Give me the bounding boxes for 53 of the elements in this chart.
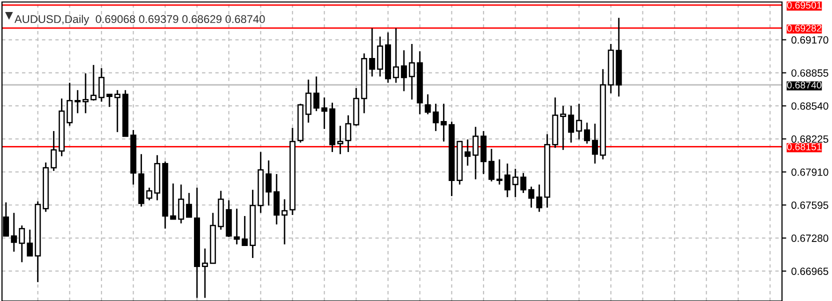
candlestick (202, 248, 208, 299)
candlestick (186, 192, 192, 218)
candlestick (408, 43, 415, 100)
candlestick (464, 138, 471, 166)
y-tick-label: 0.67595 (791, 202, 828, 209)
candlestick (321, 96, 328, 130)
text: AUDUSD,Daily 0.69068 0.69379 0.68629 0.68740 (14, 14, 265, 26)
candlestick (18, 224, 25, 263)
candlestick (369, 28, 376, 78)
candlestick (576, 103, 582, 140)
candlestick (392, 28, 399, 84)
candlestick (98, 67, 105, 102)
y-tick-label: 0.69170 (791, 36, 828, 44)
candlestick (82, 72, 89, 114)
candlestick (26, 228, 33, 257)
candlestick (584, 122, 590, 144)
candlestick (337, 125, 344, 155)
candlestick (592, 123, 598, 164)
candlestick (114, 89, 120, 133)
candlestick (90, 64, 97, 102)
candlestick (496, 158, 502, 186)
candlestick (266, 160, 272, 206)
candlestick (488, 148, 495, 182)
candlestick (74, 89, 81, 114)
candlestick (274, 173, 280, 226)
candlestick (170, 182, 176, 220)
candlestick (66, 82, 73, 126)
ref-line-label: 0.68740 (787, 82, 822, 88)
candlestick (568, 105, 574, 144)
y-tick-label: 0.66965 (791, 268, 828, 275)
candlestick (560, 105, 566, 151)
candlestick (400, 50, 407, 92)
y-tick-label: 0.67280 (791, 234, 828, 242)
candlestick (305, 78, 312, 124)
ref-line-label: 0.69501 (787, 2, 822, 9)
candlestick (313, 76, 320, 112)
candlestick (282, 198, 288, 246)
candlestick (377, 36, 384, 78)
candlestick (472, 126, 479, 180)
ref-line-label: 0.69282 (787, 24, 822, 32)
candlestick (520, 172, 526, 194)
ref-line-label: 0.68151 (787, 143, 822, 150)
y-tick-label: 0.67910 (791, 168, 828, 176)
y-tick-label: 0.68540 (791, 102, 828, 110)
candlestick (106, 94, 112, 108)
y-tick-label: 0.68855 (791, 69, 828, 77)
y-tick-label: 0.68225 (791, 135, 828, 143)
candlestick (512, 168, 518, 198)
candlestick (10, 212, 17, 252)
candlestick (504, 162, 510, 198)
candlestick (178, 184, 184, 224)
candlestick (424, 94, 431, 115)
candlestick (345, 114, 352, 153)
